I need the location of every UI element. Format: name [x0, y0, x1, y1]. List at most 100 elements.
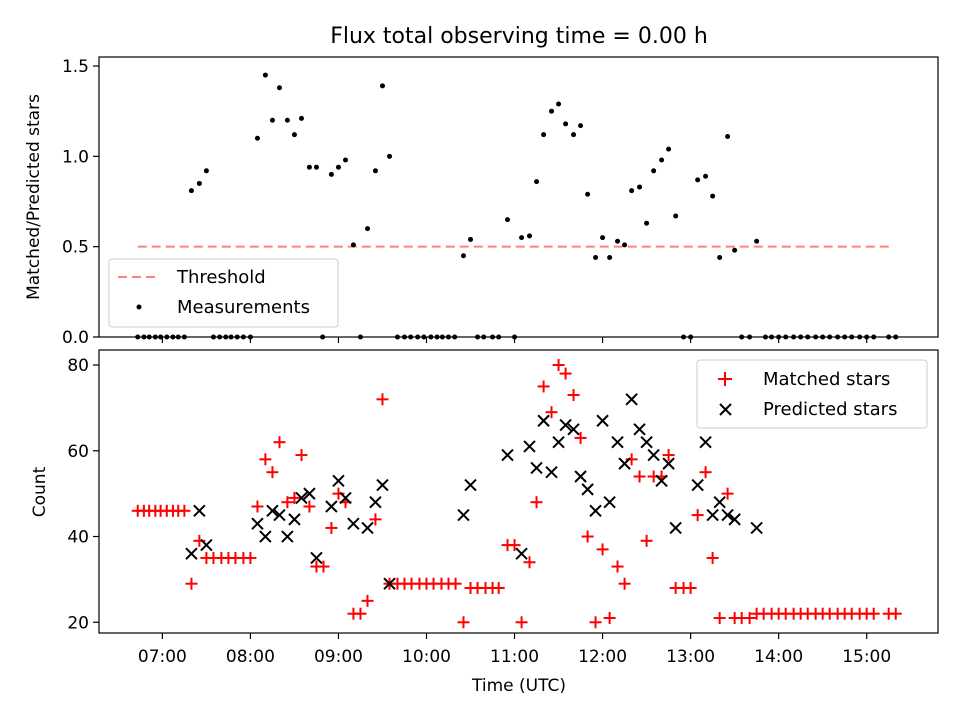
measurement-point — [541, 132, 547, 138]
predicted-star-point — [596, 414, 609, 427]
predicted-star-point — [647, 448, 660, 462]
predicted-star-point — [728, 513, 741, 526]
predicted-star-stroke-b — [347, 517, 360, 530]
matched-star-point — [530, 496, 543, 509]
matched-star-point — [567, 389, 580, 402]
predicted-star-stroke-b — [501, 448, 514, 462]
x-axis-label: Time (UTC) — [471, 676, 566, 696]
measurement-point — [563, 121, 569, 127]
x-tick-label: 13:00 — [666, 647, 715, 667]
top-axes-frame — [98, 56, 939, 338]
predicted-star-point — [515, 547, 528, 560]
predicted-star-stroke-b — [574, 470, 587, 483]
predicted-star-point — [625, 393, 638, 406]
legend-predicted-swatch — [719, 403, 732, 416]
predicted-star-stroke-b — [552, 435, 565, 449]
predicted-star-point — [376, 478, 389, 492]
matched-star-point — [515, 616, 528, 629]
measurement-point — [629, 188, 635, 194]
matched-star-point — [611, 560, 624, 573]
predicted-star-stroke-b — [339, 491, 352, 505]
x-tick-label: 12:00 — [578, 647, 627, 667]
matched-star-point — [684, 581, 697, 594]
bottom-panel: 20 40 60 80 07:00 08:00 09:00 10:00 11:00 12:00 13… — [30, 349, 939, 696]
measurement-point — [254, 135, 260, 141]
predicted-star-stroke-b — [640, 435, 653, 449]
measurement-point — [717, 255, 723, 261]
predicted-star-stroke-b — [259, 530, 272, 543]
matched-star-point — [889, 607, 902, 620]
predicted-star-stroke-b — [200, 538, 213, 552]
predicted-star-stroke-b — [281, 530, 294, 543]
measurement-point — [556, 101, 562, 107]
measurement-point — [188, 188, 194, 194]
matched-star-point — [317, 560, 330, 573]
matched-star-point — [867, 607, 880, 620]
measurement-point — [196, 180, 202, 186]
matched-star-point — [185, 577, 198, 590]
top-panel: 0.0 0.5 1.0 1.5 Matched/Predicted stars Thr… — [24, 56, 939, 348]
measurement-point — [732, 247, 738, 253]
matched-star-point — [603, 611, 616, 624]
matched-star-point — [303, 500, 316, 513]
matched-star-point — [691, 509, 704, 522]
bottom-y-tick-label: 40 — [67, 528, 89, 548]
predicted-star-stroke-b — [603, 496, 616, 509]
predicted-star-point — [552, 435, 565, 449]
measurement-point — [284, 117, 290, 123]
predicted-star-point — [266, 504, 279, 518]
measurement-point — [460, 253, 466, 259]
predicted-star-point — [633, 423, 646, 436]
matched-star-point — [633, 470, 646, 483]
measurement-point — [651, 168, 657, 174]
measurement-point — [350, 242, 356, 248]
matched-star-point — [581, 530, 594, 543]
top-y-tick-label: 1.5 — [62, 57, 89, 77]
predicted-star-point — [288, 513, 301, 526]
measurement-point — [372, 168, 378, 174]
predicted-star-point — [699, 435, 712, 449]
predicted-star-point — [193, 504, 206, 518]
matched-star-point — [552, 359, 565, 372]
predicted-star-point — [567, 423, 580, 436]
predicted-star-stroke-b — [361, 521, 374, 535]
x-tick-label: 14:00 — [754, 647, 803, 667]
predicted-star-stroke-b — [310, 551, 323, 565]
x-tick-label: 15:00 — [842, 647, 891, 667]
legend-threshold-label: Threshold — [176, 267, 266, 288]
matched-star-point — [376, 393, 389, 406]
top-y-tick-label: 0.5 — [62, 238, 89, 258]
bottom-y-tick-label: 20 — [67, 613, 89, 633]
matched-star-point — [743, 611, 756, 624]
predicted-star-stroke-b — [655, 474, 668, 487]
matched-star-point — [288, 491, 301, 504]
measurement-point — [710, 193, 716, 199]
predicted-star-point — [706, 508, 719, 522]
matched-star-point — [492, 581, 505, 594]
predicted-star-point — [721, 508, 734, 522]
predicted-star-stroke-b — [537, 414, 550, 427]
predicted-star-stroke-b — [625, 393, 638, 406]
predicted-star-stroke-b — [728, 513, 741, 526]
measurement-point — [379, 83, 385, 89]
measurement-point — [666, 146, 672, 152]
matched-star-point — [295, 449, 308, 462]
predicted-star-stroke-b — [288, 513, 301, 526]
bottom-y-tick-label: 60 — [67, 442, 89, 462]
legend-predicted-label: Predicted stars — [763, 399, 897, 420]
legend-matched-swatch — [718, 372, 732, 386]
matched-star-point — [508, 539, 521, 552]
measurement-point — [644, 220, 650, 226]
measurement-point — [468, 236, 474, 242]
predicted-star-point — [325, 500, 338, 513]
measurement-point — [203, 168, 209, 174]
measurement-point — [262, 72, 268, 78]
top-ylabel: Matched/Predicted stars — [24, 94, 44, 300]
predicted-star-point — [259, 530, 272, 543]
predicted-star-point — [251, 517, 264, 530]
x-tick-label: 11:00 — [490, 647, 539, 667]
predicted-star-stroke-b — [266, 504, 279, 518]
legend-measurements-swatch — [136, 304, 142, 310]
predicted-star-stroke-b — [295, 491, 308, 505]
